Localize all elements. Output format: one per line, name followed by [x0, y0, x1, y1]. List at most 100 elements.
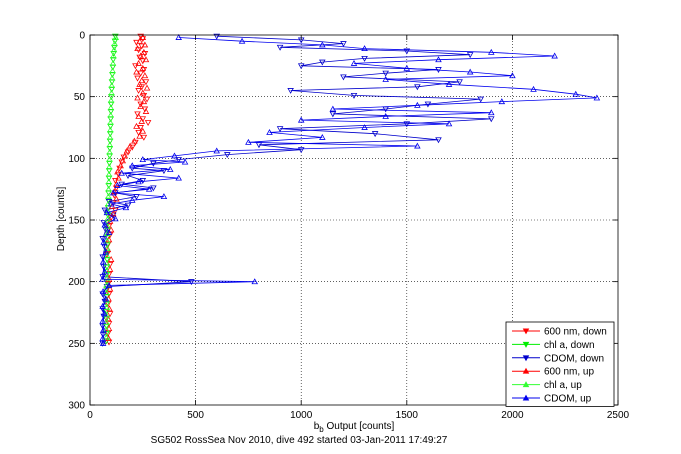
data-point: [297, 147, 305, 154]
data-point: [175, 174, 182, 181]
data-point: [361, 55, 368, 62]
data-point: [143, 84, 151, 91]
data-point: [106, 153, 113, 160]
data-point: [105, 228, 113, 235]
data-point: [100, 313, 108, 320]
data-point: [403, 121, 411, 128]
data-point: [175, 34, 182, 40]
data-point: [175, 157, 182, 163]
legend-label: CDOM, up: [544, 394, 592, 405]
data-point: [166, 166, 174, 172]
data-point: [103, 316, 110, 323]
data-point: [108, 86, 116, 93]
data-point: [111, 38, 119, 45]
data-point: [109, 67, 116, 74]
data-point: [138, 117, 146, 124]
data-point: [126, 142, 134, 149]
data-point: [137, 101, 144, 108]
data-point: [108, 74, 116, 81]
data-point: [106, 156, 113, 163]
data-point: [99, 236, 106, 242]
data-point: [105, 178, 113, 185]
data-point: [119, 157, 127, 164]
data-point: [435, 56, 442, 63]
data-point: [111, 44, 118, 51]
data-point: [103, 256, 111, 263]
legend-label: chl a, up: [544, 380, 582, 391]
data-point: [106, 285, 114, 292]
data-point: [102, 295, 110, 302]
y-tick-label: 300: [68, 401, 85, 412]
data-point: [340, 74, 347, 81]
y-axis-title: Depth [counts]: [56, 187, 67, 252]
data-point: [140, 92, 148, 99]
data-point: [382, 70, 389, 77]
data-point: [103, 274, 111, 281]
x-axis-title-subscript: b: [319, 425, 324, 434]
data-point: [103, 301, 110, 308]
data-point: [456, 79, 463, 86]
data-point: [128, 196, 136, 203]
data-point: [128, 144, 136, 151]
data-point: [103, 259, 111, 266]
data-point: [124, 202, 132, 209]
data-point: [287, 88, 294, 94]
data-point: [135, 112, 142, 119]
data-point: [136, 37, 143, 44]
data-point: [107, 119, 114, 126]
data-point: [139, 36, 147, 43]
data-point: [109, 64, 117, 71]
data-point: [150, 185, 157, 192]
data-point: [140, 48, 148, 55]
legend: 600 nm, down chl a, down CDOM, down 600 nm,…: [505, 321, 615, 407]
data-point: [110, 46, 118, 53]
data-point: [139, 89, 147, 96]
legend-box: [505, 321, 615, 407]
data-point: [108, 94, 115, 101]
data-point: [111, 40, 118, 47]
data-point: [572, 90, 580, 97]
data-point: [101, 207, 109, 214]
data-point: [109, 189, 117, 196]
data-point: [551, 52, 558, 59]
x-tick-label: 2000: [501, 410, 524, 421]
data-point: [103, 209, 111, 216]
data-point: [251, 278, 259, 285]
legend-item: 600 nm, up: [512, 367, 594, 378]
data-point: [136, 80, 143, 87]
data-point: [329, 105, 337, 112]
series-line: [102, 37, 597, 344]
data-point: [276, 44, 284, 51]
data-point: [142, 79, 150, 86]
data-point: [113, 195, 120, 202]
figure-footer: SG502 RossSea Nov 2010, dive 492 started…: [151, 435, 448, 446]
data-point: [139, 127, 147, 134]
data-point: [145, 185, 153, 192]
y-tick-label: 150: [68, 216, 85, 227]
data-point: [139, 156, 147, 163]
data-point: [224, 152, 231, 159]
data-point: [114, 182, 121, 188]
data-point: [138, 77, 146, 84]
data-point: [403, 64, 411, 71]
data-point: [109, 212, 117, 219]
data-point: [266, 129, 273, 135]
data-point: [107, 123, 114, 130]
x-tick-label: 500: [187, 410, 204, 421]
data-point: [109, 71, 116, 78]
data-point: [101, 221, 109, 228]
data-point: [142, 108, 150, 114]
data-point: [361, 45, 368, 52]
data-point: [105, 223, 113, 230]
data-point: [104, 215, 112, 222]
legend-marker-swatch: [522, 355, 530, 362]
data-point: [141, 72, 149, 79]
data-point: [150, 160, 157, 167]
data-point: [135, 88, 142, 94]
data-point: [105, 175, 113, 182]
data-point: [466, 52, 474, 59]
legend-label: chl a, down: [544, 340, 595, 351]
data-point: [141, 41, 149, 48]
data-point: [414, 84, 421, 91]
data-point: [371, 131, 379, 138]
